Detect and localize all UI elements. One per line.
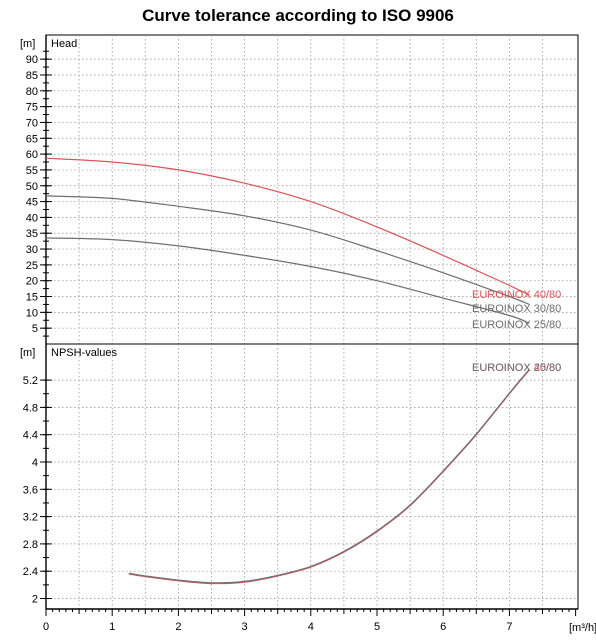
y-tick-label: 2.8 (23, 539, 38, 551)
series-label: EUROINOX 30/80 (472, 303, 561, 315)
y-tick-label: 3.6 (23, 484, 38, 496)
y-tick-label: 5 (32, 323, 38, 335)
x-tick-label: 6 (440, 621, 446, 633)
series-label: EUROINOX 25/80 (472, 362, 561, 374)
x-axis-label: [m³/h] (569, 622, 596, 634)
y-tick-label: 25 (26, 260, 38, 272)
x-tick-label: 0 (43, 621, 49, 633)
y-tick-label: 2 (32, 594, 38, 606)
y-tick-label: 45 (26, 197, 38, 209)
y-tick-label: 15 (26, 292, 38, 304)
y-tick-label: 5.2 (23, 375, 38, 387)
chart-title: Curve tolerance according to ISO 9906 (142, 6, 454, 25)
y-tick-label: 50 (26, 181, 38, 193)
y-tick-label: 60 (26, 149, 38, 161)
series-line (45, 157, 530, 296)
x-axis: 0 1 2 3 4 5 6 7 [m³/h] (43, 608, 596, 634)
series-label: EUROINOX 25/80 (472, 319, 561, 331)
series-label: EUROINOX 40/80 (472, 362, 561, 374)
x-tick-label: 7 (506, 621, 512, 633)
panel-label: Head (51, 38, 77, 50)
y-tick-label: 4.8 (23, 402, 38, 414)
y-tick-label: 20 (26, 276, 38, 288)
x-tick-label: 3 (242, 621, 248, 633)
series-label: EUROINOX 40/80 (472, 289, 561, 301)
y-tick-label: 55 (26, 165, 38, 177)
y-tick-label: 35 (26, 228, 38, 240)
head-panel: 5 10 15 20 25 30 35 40 45 50 55 60 65 70 75 80 85 90 [m] He… (20, 34, 579, 345)
y-tick-label: 10 (26, 307, 38, 319)
y-tick-label: 90 (26, 54, 38, 66)
y-tick-label: 75 (26, 102, 38, 114)
npsh-panel: 2 2.4 2.8 3.2 3.6 4 4.4 4.8 5.2 [m] NPSH-values EUR… (20, 343, 579, 610)
plot-frame (45, 343, 579, 610)
y-tick-label: 4 (32, 457, 38, 469)
series-line (45, 195, 530, 305)
x-tick-label: 4 (308, 621, 314, 633)
series-line (128, 368, 530, 584)
x-tick-label: 5 (374, 621, 380, 633)
y-tick-label: 4.4 (23, 430, 38, 442)
panel-label: NPSH-values (51, 347, 118, 359)
y-tick-label: 85 (26, 70, 38, 82)
y-tick-label: 2.4 (23, 566, 38, 578)
x-tick-label: 2 (175, 621, 181, 633)
series-line (128, 369, 530, 585)
x-tick-label: 1 (109, 621, 115, 633)
y-tick-label: 40 (26, 212, 38, 224)
y-tick-label: 65 (26, 133, 38, 145)
y-axis-label: [m] (20, 347, 35, 359)
y-tick-label: 70 (26, 117, 38, 129)
y-axis-label: [m] (20, 38, 35, 50)
y-tick-label: 30 (26, 244, 38, 256)
series-line (45, 237, 530, 324)
y-tick-label: 3.2 (23, 512, 38, 524)
y-tick-label: 80 (26, 86, 38, 98)
